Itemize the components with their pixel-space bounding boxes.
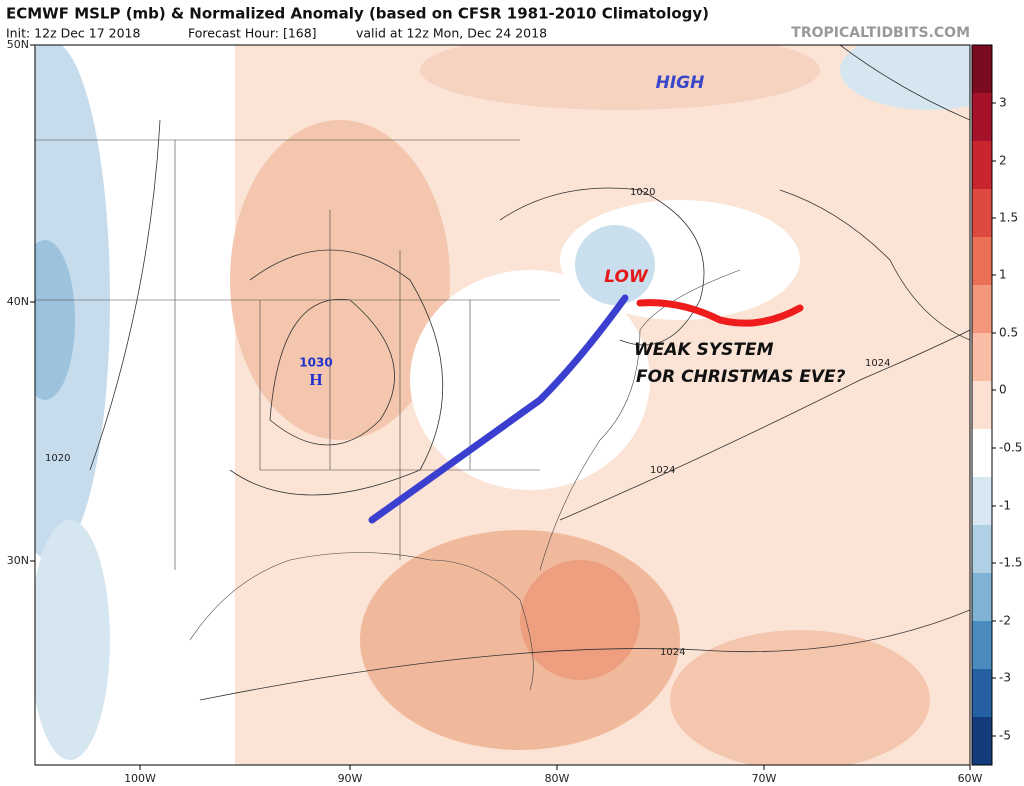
forecast-hour: Forecast Hour: [168]: [188, 26, 317, 41]
lon-label: 80W: [545, 772, 570, 785]
colorbar-swatch: [972, 573, 992, 622]
lon-label: 90W: [338, 772, 363, 785]
colorbar-swatch: [972, 621, 992, 670]
isobar-label: 1024: [650, 465, 675, 476]
axes: 50N 40N 30N 100W 90W 80W 70W 60W: [7, 38, 983, 785]
colorbar-swatch: [972, 285, 992, 334]
colorbar-swatch: [972, 237, 992, 286]
colorbar-label: -5: [999, 729, 1011, 743]
source: TROPICALTIDBITS.COM: [791, 25, 970, 41]
isobar-label: 1024: [865, 358, 890, 369]
colorbar-label: 0: [999, 383, 1007, 397]
isobar-label: 1020: [630, 187, 655, 198]
lat-label: 50N: [7, 38, 29, 51]
colorbar: 3 2 1.5 1 0.5 0 -0.5 -1 -1.5 -2 -3 -5: [971, 44, 1022, 766]
colorbar-swatch: [972, 717, 992, 766]
colorbar-label: 2: [999, 154, 1007, 168]
colorbar-label: -1.5: [999, 556, 1022, 570]
isobar-label: 1020: [45, 453, 70, 464]
map: HIGH LOW 1030 H WEAK SYSTEM FOR CHRISTMA…: [35, 45, 970, 765]
colorbar-swatch: [972, 45, 992, 94]
colorbar-label: 0.5: [999, 326, 1018, 340]
lon-label: 70W: [752, 772, 777, 785]
colorbar-swatch: [972, 477, 992, 526]
colorbar-label: 1.5: [999, 211, 1018, 225]
colorbar-swatch: [972, 141, 992, 190]
lon-label: 60W: [958, 772, 983, 785]
colorbar-swatch: [972, 669, 992, 718]
high-label: HIGH: [656, 73, 705, 93]
colorbar-swatch: [972, 429, 992, 478]
colorbar-label: -0.5: [999, 441, 1022, 455]
map-frame: [34, 44, 971, 766]
colorbar-swatch: [972, 381, 992, 430]
note-line: WEAK SYSTEM: [634, 340, 774, 360]
colorbar-label: -2: [999, 614, 1011, 628]
valid-time: valid at 12z Mon, Dec 24 2018: [356, 26, 547, 41]
init: Init: 12z Dec 17 2018: [6, 26, 141, 41]
center-pressure: 1030: [299, 356, 332, 370]
center-letter: H: [309, 370, 322, 389]
colorbar-swatch: [972, 189, 992, 238]
colorbar-swatch: [972, 333, 992, 382]
isobar-label: 1024: [660, 647, 685, 658]
colorbar-label: -1: [999, 499, 1011, 513]
lat-label: 40N: [7, 295, 29, 308]
lat-label: 30N: [7, 554, 29, 567]
colorbar-swatch: [972, 93, 992, 142]
colorbar-swatch: [972, 525, 992, 574]
colorbar-label: -3: [999, 671, 1011, 685]
low-label: LOW: [604, 267, 649, 287]
colorbar-frame: [971, 44, 993, 766]
colorbar-label: 3: [999, 96, 1007, 110]
lon-label: 100W: [124, 772, 156, 785]
colorbar-label: 1: [999, 268, 1007, 282]
title: ECMWF MSLP (mb) & Normalized Anomaly (ba…: [6, 5, 709, 23]
note-line: FOR CHRISTMAS EVE?: [636, 367, 846, 387]
